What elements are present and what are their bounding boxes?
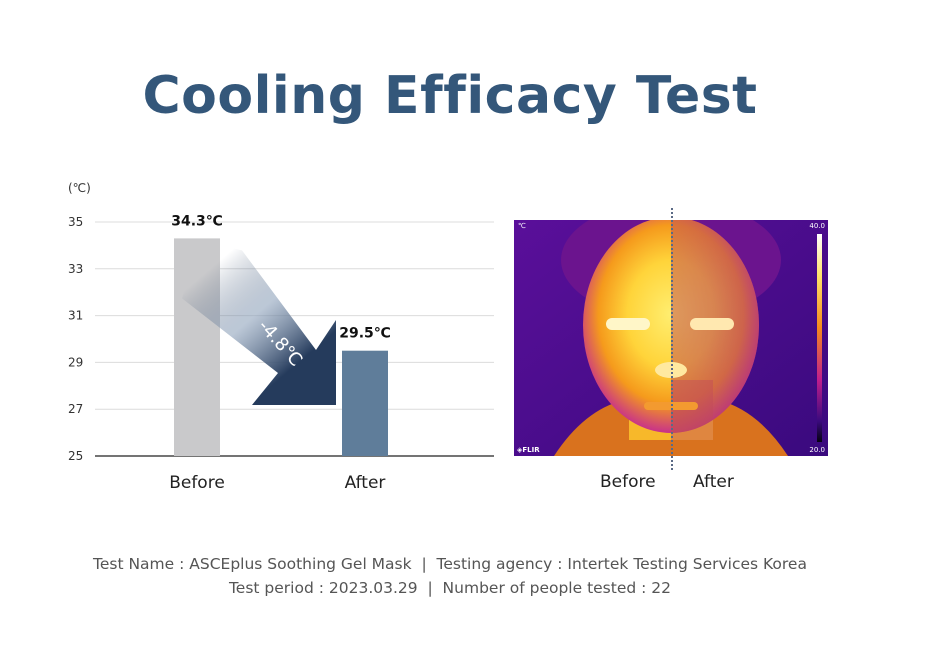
page-title: Cooling Efficacy Test [142,66,758,126]
y-tick-label: 35 [68,215,83,229]
thermal-after-label: After [693,472,734,492]
thermal-scale-min: 20.0 [809,446,825,454]
bar-after [342,350,388,456]
y-tick-label: 33 [68,262,83,276]
thermal-unit-label: ℃ [518,222,526,230]
decrease-arrow [182,240,336,405]
data-label: 29.5℃ [339,326,391,342]
y-tick-label: 31 [68,309,83,323]
y-tick-label: 29 [68,355,83,369]
thermal-scale-max: 40.0 [809,222,825,230]
footer-line-2: Test period : 2023.03.29 | Number of peo… [228,579,672,597]
flir-logo: ◈FLIR [517,446,540,454]
y-unit-label: (℃) [68,181,91,195]
flir-logo-icon: ◈ [517,446,523,454]
y-tick-label: 25 [68,449,83,463]
flir-logo-text: FLIR [522,446,540,454]
x-tick-label: Before [169,473,225,493]
y-tick-label: 27 [68,402,83,416]
data-label: 34.3℃ [171,213,223,229]
thermal-before-label: Before [600,472,656,492]
before-after-divider [671,208,673,470]
footer-line-1: Test Name : ASCEplus Soothing Gel Mask |… [93,555,807,573]
x-tick-label: After [345,473,386,493]
